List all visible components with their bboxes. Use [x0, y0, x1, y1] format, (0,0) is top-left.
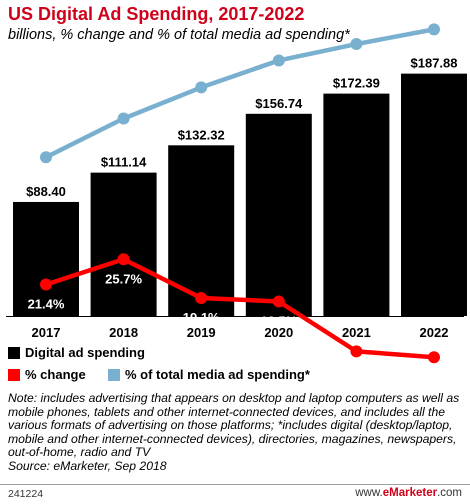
brand-logo: www.eMarketer.com [355, 487, 462, 499]
bar-value-label: $187.88 [411, 56, 458, 71]
series-point [40, 278, 52, 291]
series-line [44, 27, 435, 160]
series-line [45, 257, 435, 360]
brand-name: eMarketer [382, 487, 438, 499]
series-point [117, 253, 130, 266]
bar-value-label: $132.32 [178, 127, 225, 142]
legend-swatch-black [8, 346, 20, 359]
bars [13, 73, 467, 317]
x-tick-label: 2019 [187, 325, 216, 340]
brand-suffix: .com [437, 487, 462, 499]
bar [13, 201, 79, 316]
legend-item-digital-ad-spending: Digital ad spending [8, 345, 145, 360]
series-point [428, 351, 440, 364]
series-point [272, 295, 285, 308]
bar [245, 113, 312, 317]
bar-value-label: $88.40 [26, 184, 66, 199]
series-point [350, 345, 363, 358]
legend-swatch-red [8, 368, 20, 381]
x-tick-label: 2022 [420, 325, 449, 340]
series-point [350, 38, 363, 51]
series-point-label: 19.1% [183, 310, 220, 325]
x-tick-label: 2020 [264, 325, 293, 340]
chart-id: 241224 [8, 488, 44, 500]
series-point-label: 55.0% [183, 99, 220, 114]
x-tick-label: 2017 [32, 325, 61, 340]
series-point-label: 49.7% [105, 131, 142, 146]
chart-title: US Digital Ad Spending, 2017-2022 [8, 4, 305, 24]
series-point [272, 54, 285, 67]
series-point-label: 18.5% [260, 313, 297, 328]
legend-item-percent-change: % change [8, 367, 86, 382]
series-point-label: 10.0% [338, 363, 375, 378]
bar-value-labels: $88.40 $111.14 $132.32 $156.74 $172.39 $187.8… [26, 56, 457, 199]
bar-value-label: $172.39 [333, 76, 380, 91]
series-point-label: 43.1% [28, 169, 65, 184]
bar [401, 73, 467, 317]
series-point-label: 62.4% [338, 56, 375, 71]
brand-prefix: www. [355, 487, 383, 499]
series-point-label: 25.7% [105, 271, 142, 286]
legend-label: % change [25, 367, 86, 382]
series-point [195, 81, 208, 94]
chart-subtitle: billions, % change and % of total media … [8, 27, 350, 43]
bar [90, 172, 157, 316]
series-point-label: 21.4% [28, 296, 65, 311]
chart-note: Note: includes advertising that appears … [8, 391, 460, 473]
lines: 43.1% 49.7% 55.0% 59.6% 62.4% 64.9% 21.4% 25.7%… [28, 23, 453, 384]
bar [323, 93, 390, 316]
series-point [428, 23, 440, 36]
legend-label: Digital ad spending [25, 345, 145, 360]
bar [168, 145, 235, 316]
footer-divider [0, 484, 470, 485]
bar-value-label: $156.74 [255, 96, 303, 111]
legend-item-percent-total: % of total media ad spending* [108, 367, 310, 382]
series-point-label: 64.9% [416, 41, 453, 56]
legend-label: % of total media ad spending* [125, 367, 310, 382]
series-point-label: 59.6% [260, 72, 297, 87]
x-axis: 2017 2018 2019 2020 2021 2022 [6, 316, 464, 340]
series-point [40, 151, 52, 164]
x-tick-label: 2018 [109, 325, 138, 340]
legend-swatch-blue [108, 368, 120, 381]
series-point [195, 291, 208, 304]
series-point-label: 9.0% [419, 369, 449, 384]
series-point [117, 112, 130, 125]
bar-value-label: $111.14 [101, 155, 147, 170]
x-tick-label: 2021 [342, 325, 371, 340]
